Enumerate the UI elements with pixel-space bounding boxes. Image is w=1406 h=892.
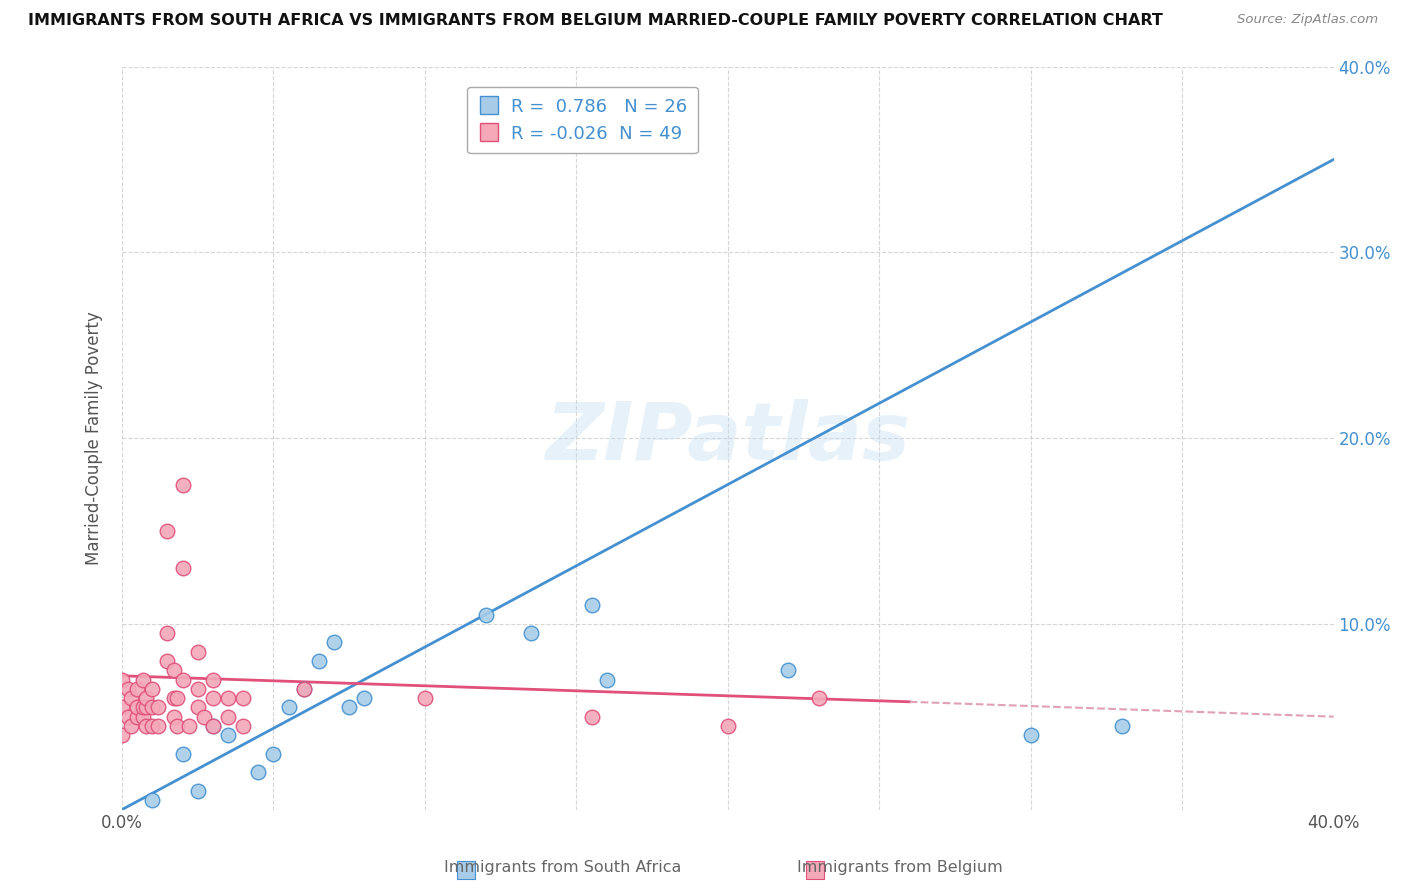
Point <box>120 719 142 733</box>
Point <box>201 673 224 687</box>
Point <box>807 691 830 706</box>
Point <box>201 719 224 733</box>
Point <box>308 654 330 668</box>
Bar <box>457 861 475 879</box>
Point <box>132 700 155 714</box>
Point <box>166 719 188 733</box>
Point <box>177 719 200 733</box>
Point <box>127 681 149 696</box>
Point <box>172 477 194 491</box>
Point <box>193 709 215 723</box>
Point <box>172 561 194 575</box>
Point <box>156 626 179 640</box>
Point <box>353 691 375 706</box>
Point <box>135 700 157 714</box>
Text: Immigrants from South Africa: Immigrants from South Africa <box>444 861 681 875</box>
Point <box>156 821 179 835</box>
Bar <box>806 861 824 879</box>
Point <box>111 728 134 742</box>
Point <box>141 681 163 696</box>
Point <box>217 691 239 706</box>
Point <box>132 709 155 723</box>
Point <box>127 812 149 826</box>
Point <box>232 691 254 706</box>
Point <box>337 700 360 714</box>
Point <box>263 747 285 761</box>
Text: Source: ZipAtlas.com: Source: ZipAtlas.com <box>1237 13 1378 27</box>
Text: IMMIGRANTS FROM SOUTH AFRICA VS IMMIGRANTS FROM BELGIUM MARRIED-COUPLE FAMILY PO: IMMIGRANTS FROM SOUTH AFRICA VS IMMIGRAN… <box>28 13 1163 29</box>
Point <box>187 784 209 798</box>
Point <box>127 709 149 723</box>
Point <box>247 765 270 780</box>
Point <box>474 607 496 622</box>
Point <box>217 709 239 723</box>
Point <box>162 663 184 677</box>
Point <box>172 747 194 761</box>
Point <box>156 654 179 668</box>
Point <box>187 700 209 714</box>
Text: ZIPatlas: ZIPatlas <box>546 399 910 477</box>
Point <box>120 691 142 706</box>
Point <box>162 691 184 706</box>
Point <box>201 719 224 733</box>
Y-axis label: Married-Couple Family Poverty: Married-Couple Family Poverty <box>86 311 103 565</box>
Point <box>232 812 254 826</box>
Point <box>117 681 139 696</box>
Point <box>156 524 179 538</box>
Point <box>187 681 209 696</box>
Point <box>595 673 617 687</box>
Text: Immigrants from Belgium: Immigrants from Belgium <box>797 861 1002 875</box>
Point <box>581 709 603 723</box>
Point <box>172 673 194 687</box>
Point <box>187 645 209 659</box>
Point <box>581 599 603 613</box>
Point <box>127 700 149 714</box>
Point <box>717 719 740 733</box>
Point <box>135 691 157 706</box>
Point <box>292 681 315 696</box>
Point <box>1019 728 1042 742</box>
Point <box>141 719 163 733</box>
Point <box>111 673 134 687</box>
Point <box>898 839 921 854</box>
Point <box>132 673 155 687</box>
Point <box>413 691 436 706</box>
Point <box>117 709 139 723</box>
Point <box>148 719 170 733</box>
Point <box>1111 719 1133 733</box>
Point <box>172 839 194 854</box>
Point <box>778 663 800 677</box>
Point <box>135 719 157 733</box>
Point <box>217 728 239 742</box>
Point <box>141 793 163 807</box>
Point <box>292 681 315 696</box>
Legend: R =  0.786   N = 26, R = -0.026  N = 49: R = 0.786 N = 26, R = -0.026 N = 49 <box>467 87 697 153</box>
Point <box>277 700 299 714</box>
Point <box>201 691 224 706</box>
Point <box>232 719 254 733</box>
Point <box>166 691 188 706</box>
Point <box>111 700 134 714</box>
Point <box>141 700 163 714</box>
Point <box>148 700 170 714</box>
Point <box>162 709 184 723</box>
Point <box>141 830 163 845</box>
Point <box>520 626 543 640</box>
Point <box>323 635 346 649</box>
